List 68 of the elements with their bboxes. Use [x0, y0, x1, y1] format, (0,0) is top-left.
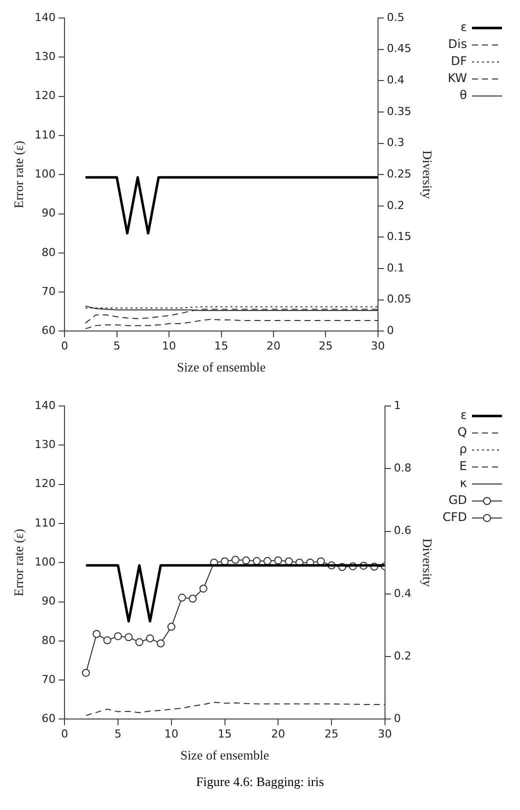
x-tick-label: 15 — [214, 340, 228, 353]
y-tick-label: 140 — [34, 10, 56, 24]
y-tick-label: 60 — [42, 324, 56, 338]
y2-axis-title: Diversity — [420, 538, 435, 588]
caption: Figure 4.6: Bagging: iris — [195, 774, 325, 790]
x-axis-title: Size of ensemble — [180, 748, 270, 763]
y-tick-label: 120 — [34, 477, 56, 490]
legend-label: KW — [448, 71, 468, 86]
y2-tick-label: 0.5 — [386, 10, 404, 24]
y-tick-label: 70 — [42, 672, 56, 686]
x-tick-label: 25 — [318, 340, 333, 353]
y2-tick-label: 0.8 — [394, 462, 412, 474]
y2-tick-label: 0.2 — [386, 198, 404, 212]
y-tick-label: 120 — [34, 89, 56, 102]
y-tick-label: 130 — [34, 438, 56, 452]
x-tick-label: 20 — [271, 728, 286, 741]
y-tick-label: 130 — [34, 50, 56, 64]
legend-label: E — [459, 459, 467, 474]
y-tick-label: 60 — [42, 712, 56, 726]
y-axis-title: Error rate (ε) — [11, 528, 26, 596]
y2-tick-label: 0.25 — [386, 167, 412, 180]
y2-tick-label: 0 — [386, 324, 394, 338]
legend-label: ε — [460, 408, 467, 422]
y2-axis-title: Diversity — [420, 150, 435, 200]
y2-tick-label: 0 — [394, 712, 401, 726]
legend-label: ρ — [459, 442, 467, 456]
legend-label: Dis — [448, 37, 467, 52]
y-tick-label: 140 — [34, 398, 56, 412]
x-tick-label: 10 — [164, 728, 178, 741]
y2-tick-label: 0.45 — [386, 42, 412, 56]
y-tick-label: 100 — [34, 555, 56, 568]
y-tick-label: 70 — [42, 284, 56, 298]
legend-label: κ — [460, 476, 467, 490]
legend-label: GD — [448, 493, 467, 508]
y2-tick-label: 0.35 — [386, 104, 412, 118]
x-tick-label: 20 — [266, 340, 280, 353]
y2-tick-label: 0.1 — [386, 261, 404, 274]
y2-tick-label: 0.4 — [394, 586, 412, 600]
y2-tick-label: 1 — [394, 398, 401, 412]
x-tick-label: 25 — [324, 728, 339, 741]
x-tick-label: 10 — [162, 340, 176, 353]
x-axis-title: Size of ensemble — [176, 360, 266, 375]
x-tick-label: 30 — [370, 340, 385, 353]
y-tick-label: 80 — [42, 246, 56, 259]
y-tick-label: 100 — [34, 167, 56, 180]
legend-label: DF — [450, 54, 468, 68]
y-tick-label: 90 — [42, 206, 56, 220]
legend-label: Q — [458, 425, 467, 440]
y-axis-title: Error rate (ε) — [11, 140, 26, 208]
legend-label: ε — [460, 20, 467, 34]
y2-tick-label: 0.05 — [386, 292, 412, 306]
y2-tick-label: 0.2 — [394, 649, 412, 662]
legend-label: θ — [460, 88, 467, 102]
x-tick-label: 0 — [61, 340, 68, 353]
y-tick-label: 110 — [34, 128, 56, 142]
y-tick-label: 80 — [42, 634, 56, 647]
legend-label: CFD — [442, 510, 467, 524]
y2-tick-label: 0.4 — [386, 74, 404, 86]
x-tick-label: 5 — [113, 340, 120, 353]
y2-tick-label: 0.3 — [386, 136, 404, 150]
y-tick-label: 110 — [34, 516, 56, 530]
y2-tick-label: 0.15 — [386, 230, 412, 244]
x-tick-label: 0 — [61, 728, 68, 741]
x-tick-label: 30 — [378, 728, 392, 741]
x-tick-label: 5 — [114, 728, 122, 741]
x-tick-label: 15 — [218, 728, 232, 741]
y2-tick-label: 0.6 — [394, 524, 412, 538]
y-tick-label: 90 — [42, 594, 56, 608]
